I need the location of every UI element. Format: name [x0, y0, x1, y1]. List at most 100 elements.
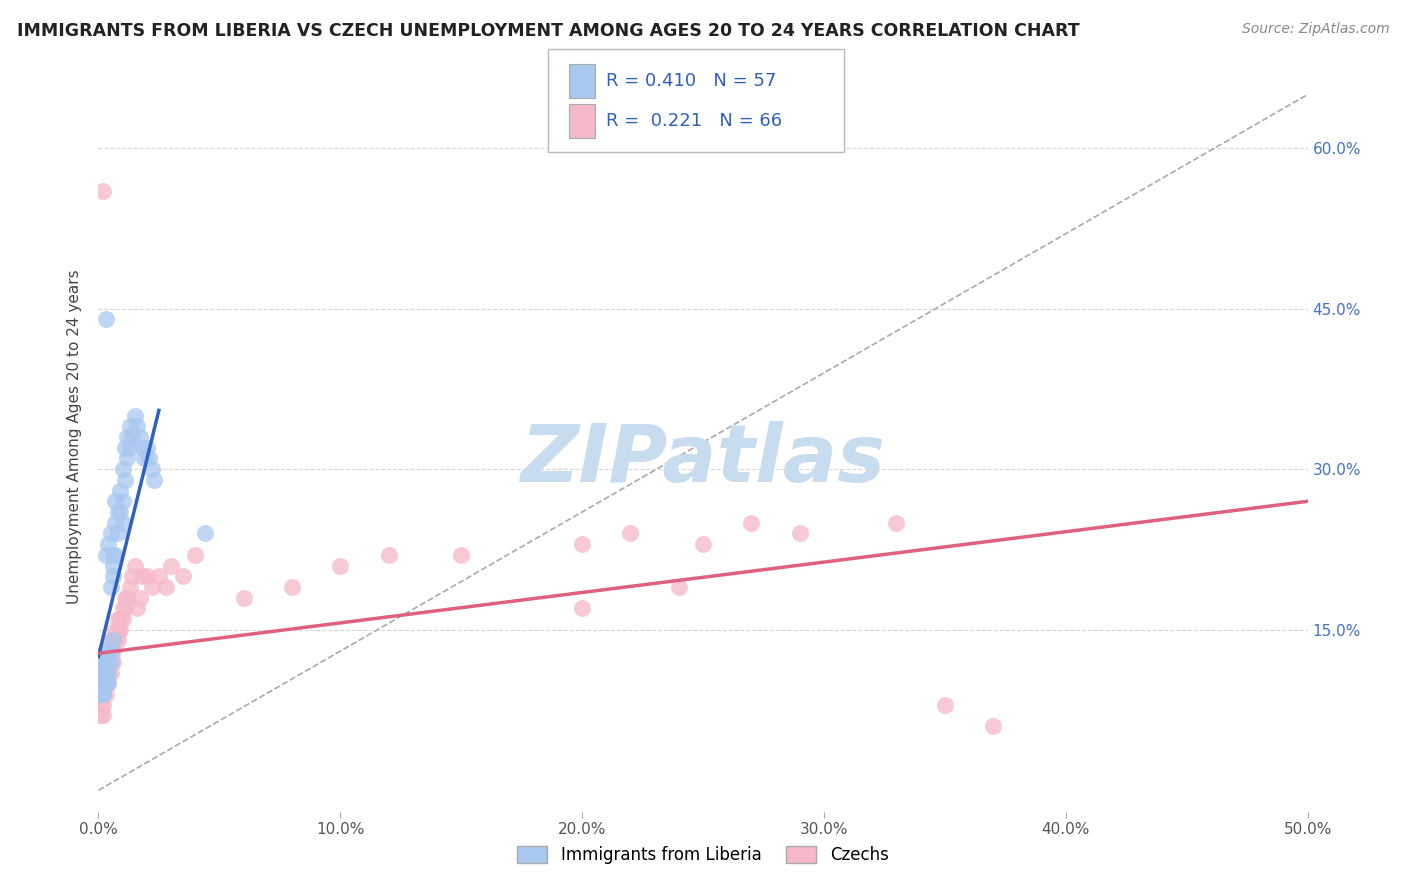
Text: R =  0.221   N = 66: R = 0.221 N = 66 — [606, 112, 782, 130]
Point — [111, 601, 134, 615]
Point — [100, 580, 122, 594]
Point — [104, 623, 127, 637]
Point — [97, 537, 120, 551]
Point — [571, 537, 593, 551]
Y-axis label: Unemployment Among Ages 20 to 24 years: Unemployment Among Ages 20 to 24 years — [67, 269, 83, 605]
Point — [91, 665, 114, 680]
Point — [117, 591, 139, 605]
Point — [91, 655, 114, 669]
Point — [111, 612, 134, 626]
Point — [108, 505, 131, 519]
Point — [97, 644, 120, 658]
Point — [107, 505, 129, 519]
Point — [91, 676, 114, 690]
Point — [100, 644, 122, 658]
Point — [90, 676, 112, 690]
Point — [97, 655, 120, 669]
Point — [94, 676, 117, 690]
Point — [127, 419, 149, 434]
Point — [90, 687, 112, 701]
Point — [155, 580, 177, 594]
Point — [91, 665, 114, 680]
Point — [90, 665, 112, 680]
Point — [90, 676, 112, 690]
Point — [100, 644, 122, 658]
Point — [740, 516, 762, 530]
Point — [619, 526, 641, 541]
Point — [101, 569, 124, 583]
Point — [91, 708, 114, 723]
Point — [121, 569, 143, 583]
Point — [107, 526, 129, 541]
Point — [118, 419, 141, 434]
Point — [90, 676, 112, 690]
Point — [91, 184, 114, 198]
Point — [104, 548, 127, 562]
Text: ZIPatlas: ZIPatlas — [520, 420, 886, 499]
Point — [91, 687, 114, 701]
Point — [97, 665, 120, 680]
Point — [97, 655, 120, 669]
Point — [118, 441, 141, 455]
Point — [90, 687, 112, 701]
Point — [90, 698, 112, 712]
Point — [114, 601, 136, 615]
Point — [94, 665, 117, 680]
Point — [91, 676, 114, 690]
Point — [90, 655, 112, 669]
Point — [124, 409, 146, 423]
Point — [128, 430, 150, 444]
Point — [100, 665, 122, 680]
Point — [131, 441, 153, 455]
Point — [101, 644, 124, 658]
Point — [886, 516, 908, 530]
Point — [121, 430, 143, 444]
Point — [101, 633, 124, 648]
Point — [148, 569, 170, 583]
Point — [100, 655, 122, 669]
Point — [91, 698, 114, 712]
Point — [124, 558, 146, 573]
Point — [127, 601, 149, 615]
Point — [100, 655, 122, 669]
Point — [90, 708, 112, 723]
Text: Source: ZipAtlas.com: Source: ZipAtlas.com — [1241, 22, 1389, 37]
Point — [108, 483, 131, 498]
Point — [111, 516, 134, 530]
Point — [104, 633, 127, 648]
Point — [107, 623, 129, 637]
Point — [104, 494, 127, 508]
Point — [111, 462, 134, 476]
Point — [377, 548, 399, 562]
Point — [108, 623, 131, 637]
Point — [117, 451, 139, 466]
Point — [329, 558, 352, 573]
Point — [107, 633, 129, 648]
Point — [789, 526, 811, 541]
Point — [94, 676, 117, 690]
Point — [981, 719, 1004, 733]
Point — [91, 655, 114, 669]
Point — [194, 526, 217, 541]
Point — [135, 441, 157, 455]
Point — [94, 655, 117, 669]
Point — [141, 462, 163, 476]
Point — [450, 548, 472, 562]
Point — [172, 569, 194, 583]
Point — [114, 441, 136, 455]
Point — [91, 665, 114, 680]
Point — [91, 687, 114, 701]
Text: R = 0.410   N = 57: R = 0.410 N = 57 — [606, 72, 776, 90]
Point — [141, 580, 163, 594]
Point — [107, 612, 129, 626]
Point — [108, 612, 131, 626]
Point — [184, 548, 207, 562]
Point — [97, 676, 120, 690]
Point — [91, 676, 114, 690]
Point — [111, 494, 134, 508]
Point — [101, 558, 124, 573]
Point — [143, 473, 166, 487]
Point — [100, 633, 122, 648]
Point — [114, 591, 136, 605]
Point — [692, 537, 714, 551]
